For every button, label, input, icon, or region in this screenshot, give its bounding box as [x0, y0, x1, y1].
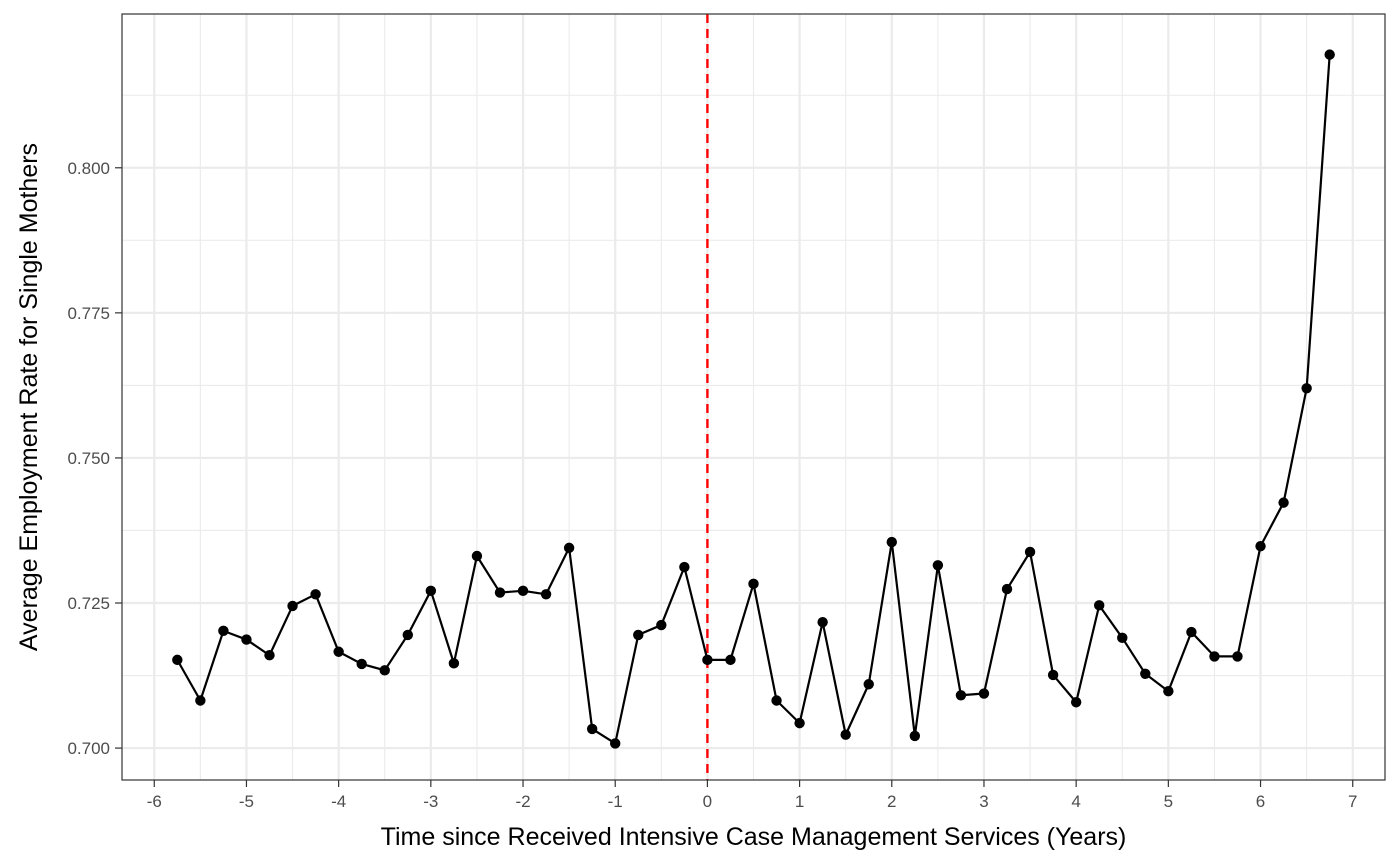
- x-tick-label: 1: [795, 792, 804, 811]
- data-point: [702, 654, 713, 666]
- data-point: [586, 723, 598, 735]
- y-tick-label: 0.700: [67, 739, 110, 758]
- x-tick-label: -6: [147, 792, 162, 811]
- data-point: [909, 730, 921, 742]
- data-point: [1117, 632, 1128, 644]
- data-point: [425, 585, 437, 597]
- data-point: [195, 695, 206, 706]
- data-point: [172, 654, 183, 666]
- data-point: [840, 729, 851, 740]
- data-point: [287, 600, 298, 612]
- data-point: [1047, 669, 1059, 681]
- x-tick-label: 3: [979, 792, 988, 811]
- y-tick-label: 0.775: [67, 304, 110, 323]
- data-point: [333, 646, 344, 657]
- y-tick-label: 0.750: [67, 449, 110, 468]
- y-axis-ticks: 0.700 0.725 0.750 0.775 0.800: [67, 159, 122, 758]
- x-tick-label: -1: [608, 792, 623, 811]
- data-point: [863, 679, 874, 690]
- data-point: [1209, 651, 1220, 662]
- x-tick-label: 7: [1348, 792, 1357, 811]
- x-tick-label: 2: [887, 792, 896, 811]
- data-point: [1140, 668, 1151, 680]
- x-tick-label: 5: [1164, 792, 1173, 811]
- data-point: [241, 634, 252, 645]
- data-point: [1324, 49, 1335, 60]
- data-point: [1070, 697, 1082, 708]
- data-point: [886, 536, 897, 548]
- data-point: [725, 654, 736, 666]
- data-point: [563, 542, 575, 554]
- data-point: [1186, 626, 1197, 638]
- data-point: [610, 738, 621, 749]
- data-point: [448, 658, 460, 669]
- data-point: [771, 695, 782, 706]
- x-tick-label: -4: [331, 792, 346, 811]
- x-tick-label: 0: [703, 792, 712, 811]
- data-point: [932, 560, 944, 571]
- data-point: [656, 619, 667, 631]
- x-tick-label: -2: [515, 792, 530, 811]
- data-point: [633, 629, 644, 641]
- data-point: [1094, 600, 1105, 611]
- data-point: [494, 587, 506, 598]
- data-point: [748, 578, 759, 590]
- y-axis-title: Average Employment Rate for Single Mothe…: [15, 143, 43, 651]
- data-point: [402, 629, 413, 641]
- data-point: [379, 665, 390, 676]
- x-tick-label: 4: [1071, 792, 1080, 811]
- data-point: [679, 561, 690, 573]
- data-point: [1278, 497, 1289, 508]
- data-point: [356, 658, 367, 670]
- data-point: [955, 690, 967, 701]
- x-tick-label: 6: [1256, 792, 1265, 811]
- data-point: [1232, 651, 1243, 662]
- x-tick-label: -5: [239, 792, 254, 811]
- data-point: [978, 688, 990, 699]
- data-point: [1001, 583, 1013, 595]
- x-axis-ticks: -6 -5 -4 -3 -2 -1 0 1 2 3 4 5 6 7: [147, 780, 1357, 811]
- data-point: [1301, 383, 1312, 394]
- data-point: [218, 625, 229, 637]
- y-tick-label: 0.725: [67, 594, 110, 613]
- data-point: [1024, 546, 1036, 558]
- data-point: [471, 550, 483, 562]
- data-point: [794, 717, 805, 729]
- data-point: [264, 650, 275, 661]
- x-axis-title: Time since Received Intensive Case Manag…: [381, 823, 1127, 851]
- data-point: [817, 616, 828, 628]
- series-layer: [172, 49, 1335, 749]
- y-tick-label: 0.800: [67, 159, 110, 178]
- data-point: [517, 585, 529, 597]
- data-point: [1163, 686, 1174, 697]
- data-point: [1255, 540, 1266, 552]
- data-point: [310, 589, 321, 600]
- plot-panel-border: [121, 13, 1386, 781]
- data-point: [540, 589, 552, 600]
- x-tick-label: -3: [423, 792, 438, 811]
